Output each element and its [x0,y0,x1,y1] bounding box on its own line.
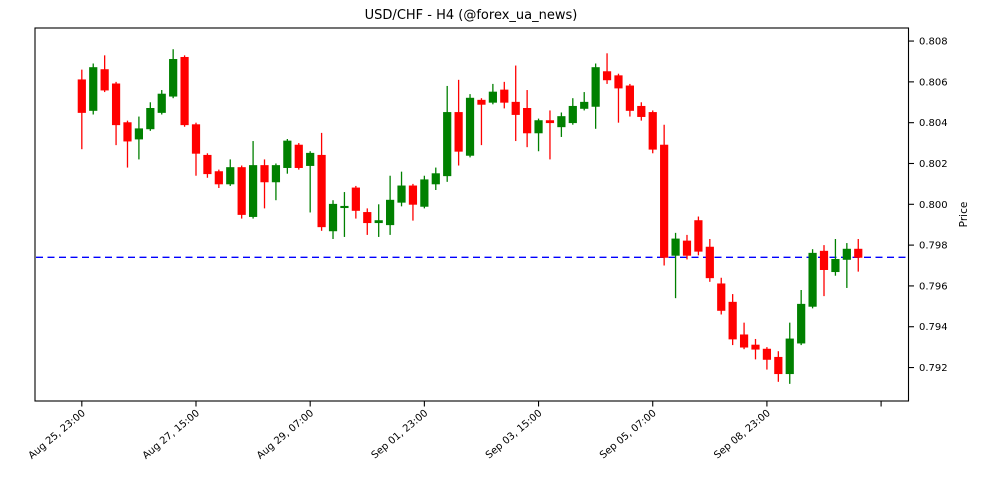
candle-body-down [545,120,555,124]
candle-body-down [363,212,372,224]
y-tick-label: 0.808 [919,37,948,48]
candle-body-up [465,97,475,156]
y-tick-label: 0.804 [919,118,948,129]
candle-body-down [762,348,772,360]
candle-body-down [739,334,749,348]
candle-body-down [203,154,212,175]
candle-body-down [660,144,669,258]
chart-title: USD/CHF - H4 (@forex_ua_news) [365,8,578,23]
candle-body-down [100,69,109,91]
candle-body-up [842,248,851,260]
candle-body-up [248,165,258,217]
candle-body-up [785,338,794,375]
candle-body-down [854,248,863,258]
candle-body-down [728,301,737,340]
candle-body-down [694,220,703,252]
candle-body-up [306,152,315,166]
candle-body-down [717,283,726,311]
candle-body-down [774,356,783,375]
candle-body-down [294,144,303,168]
candle-body-up [386,199,395,226]
candle-body-up [169,59,178,97]
candle-body-down [408,185,418,205]
candle-body-down [180,56,189,126]
plot-layer: Aug 25, 23:00 Aug 27, 15:00 Aug 29, 07:00 S… [27,37,948,462]
candle-body-down [477,99,486,105]
candle-body-down [682,240,692,256]
candle-body-down [260,165,269,183]
x-tick-label: Aug 29, 07:00 [255,408,316,462]
candle-body-down [123,122,132,142]
candle-body-up [488,91,497,103]
candle-body-up [374,220,383,224]
candle-body-down [602,71,612,81]
x-tick-label: Sep 05, 07:00 [598,408,659,461]
candle-body-down [648,112,657,150]
candle-body-up [226,167,235,185]
candle-body-up [797,303,806,344]
candle-body-up [283,140,292,168]
candle-body-down [511,101,520,115]
candle-body-up [340,205,349,209]
candle-body-down [237,167,246,215]
candle-body-down [705,246,714,279]
candle-body-up [157,93,166,113]
y-tick-label: 0.802 [919,159,948,170]
candle-body-up [557,116,566,128]
candle-body-up [271,165,281,183]
y-tick-label: 0.792 [919,363,948,374]
candle-body-up [568,105,577,124]
candle-body-up [397,185,406,203]
y-tick-label: 0.796 [919,281,948,292]
plot-frame [34,27,910,402]
candle-body-down [751,344,760,350]
candle-body-down [819,250,829,270]
candle-body-down [77,79,86,113]
y-tick-label: 0.800 [919,200,948,211]
y-axis-label: Price [958,202,970,228]
candle-body-up [671,238,680,256]
x-tick-label: Sep 01, 23:00 [370,408,431,461]
candle-body-down [454,112,463,152]
candle-body-down [111,83,121,126]
x-tick-label: Sep 08, 23:00 [712,408,773,461]
x-tick-label: Aug 25, 23:00 [27,408,88,462]
candle-body-up [534,120,543,134]
candle-body-up [431,173,440,185]
candle-body-down [523,107,532,134]
candle-body-up [808,252,817,307]
candle-body-down [317,154,326,228]
candle-body-up [580,101,589,109]
candle-body-down [191,124,201,154]
candle-body-up [831,258,840,273]
y-tick-label: 0.798 [919,241,948,252]
candle-body-up [146,107,155,130]
candle-body-down [625,85,634,111]
candle-body-up [591,67,600,107]
y-tick-label: 0.794 [919,322,948,333]
candle-body-down [637,105,646,117]
candle-body-down [614,75,623,89]
candle-body-up [443,112,452,177]
y-tick-label: 0.806 [919,77,948,88]
candle-body-down [351,187,360,211]
candle-body-down [214,171,223,185]
x-tick-label: Aug 27, 15:00 [141,408,202,462]
candle-body-up [328,203,338,232]
candle-body-up [420,179,429,207]
candle-body-up [134,128,144,140]
candle-body-down [500,89,509,103]
x-tick-label: Sep 03, 15:00 [484,408,545,461]
candle-body-up [89,67,98,111]
